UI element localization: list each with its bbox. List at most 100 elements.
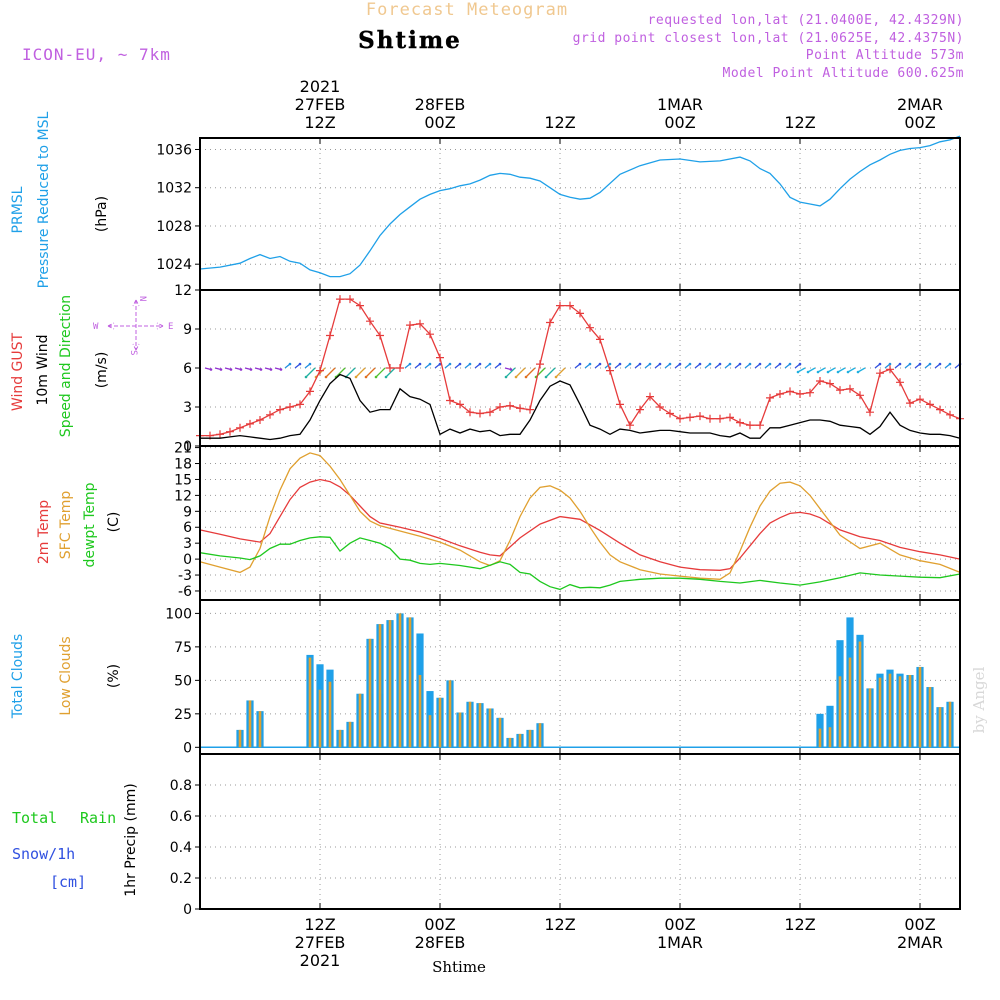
low-cloud-bar xyxy=(248,700,252,748)
gust-marker xyxy=(836,386,844,395)
gust-marker xyxy=(576,309,584,318)
wind-direction-label: Speed and Direction xyxy=(58,295,74,437)
model-altitude: Model Point Altitude 600.625m xyxy=(723,66,964,81)
wind-direction-arrowhead xyxy=(738,362,742,366)
rain-label: Rain xyxy=(80,809,116,827)
y-tick-label: 3 xyxy=(183,536,192,552)
point-altitude: Point Altitude 573m xyxy=(806,48,964,63)
precip-panel-labels: Total Rain Snow/1h [cm] 1hr Precip (mm) xyxy=(12,783,139,896)
wind-direction-arrowhead xyxy=(374,375,378,379)
wind-direction-arrowhead xyxy=(578,362,582,366)
wind-direction-arrowhead xyxy=(728,362,732,366)
y-tick-label: 0.4 xyxy=(170,840,192,856)
wind-direction-arrow xyxy=(817,367,826,373)
gust-marker xyxy=(416,319,424,328)
gust-marker xyxy=(906,399,914,408)
gust-marker xyxy=(776,390,784,398)
gust-marker xyxy=(246,419,254,428)
gust-marker xyxy=(466,408,474,417)
wind-direction-arrowhead xyxy=(648,362,652,366)
y-tick-label: 1036 xyxy=(156,142,192,158)
low-cloud-bar xyxy=(238,729,242,748)
gust-marker xyxy=(676,414,684,423)
y-tick-label: 0.2 xyxy=(170,871,192,887)
wind-direction-arrowhead xyxy=(554,375,558,379)
low-cloud-bar xyxy=(868,688,872,748)
bottom-time-label: 2021 xyxy=(300,951,341,970)
y-tick-label: 15 xyxy=(174,472,192,488)
bottom-time-label: 12Z xyxy=(784,915,815,934)
wind-direction-arrowhead xyxy=(658,362,662,366)
gust-marker xyxy=(946,410,954,419)
chart-title: Forecast Meteogram xyxy=(366,0,568,20)
wind-unit: (m/s) xyxy=(94,352,110,389)
prmsl-line xyxy=(199,135,961,278)
gust-marker xyxy=(546,318,554,327)
gust-marker xyxy=(396,364,404,372)
compass-east: E xyxy=(168,322,173,332)
total-clouds-label: Total Clouds xyxy=(10,634,26,719)
wind-gust-label: Wind GUST xyxy=(10,332,26,411)
bottom-time-label: 00Z xyxy=(664,915,695,934)
total-label: Total xyxy=(12,809,57,827)
low-cloud-bar xyxy=(918,666,922,748)
low-cloud-bar xyxy=(468,701,472,748)
gust-marker xyxy=(216,430,224,439)
wind-direction-arrowhead xyxy=(298,362,302,366)
low-cloud-bar xyxy=(438,697,442,748)
gust-marker xyxy=(636,405,644,414)
y-tick-label: 3 xyxy=(183,400,192,416)
y-tick-label: 25 xyxy=(174,707,192,723)
wind-direction-arrowhead xyxy=(504,375,508,379)
wind-direction-arrowhead xyxy=(758,362,762,366)
wind-direction-arrowhead xyxy=(478,362,482,366)
wind-panel: 0 3 6 9 12 xyxy=(174,283,964,455)
2m-temp-line xyxy=(199,478,961,571)
wind-direction-arrowhead xyxy=(816,370,820,374)
gust-marker xyxy=(526,405,534,414)
wind-direction-arrowhead xyxy=(856,370,860,374)
gust-marker xyxy=(696,412,704,421)
low-cloud-bar xyxy=(338,729,342,748)
low-cloud-bar xyxy=(458,712,462,748)
gust-marker xyxy=(936,405,944,414)
bottom-time-label: 12Z xyxy=(304,915,335,934)
y-tick-label: 9 xyxy=(183,504,192,520)
gust-marker xyxy=(366,317,374,326)
y-tick-label: 0 xyxy=(183,740,192,756)
wind-direction-arrowhead xyxy=(878,362,882,366)
top-time-label: 00Z xyxy=(904,113,935,132)
low-cloud-bar xyxy=(418,674,422,748)
y-tick-label: 0 xyxy=(183,439,192,455)
wind-direction-arrowhead xyxy=(384,375,388,379)
gust-marker xyxy=(626,421,634,430)
low-cloud-bar xyxy=(498,717,502,748)
y-tick-label: 1024 xyxy=(156,257,192,273)
low-cloud-bar xyxy=(908,674,912,748)
wind-direction-arrow xyxy=(797,367,806,373)
low-cloud-bar xyxy=(898,676,902,748)
wind-direction-arrow xyxy=(555,367,566,378)
location-name: Shtime xyxy=(358,27,462,54)
gust-marker xyxy=(276,405,284,414)
gust-marker xyxy=(596,335,604,344)
dewpt-temp-line xyxy=(199,536,961,591)
wind-direction-arrowhead xyxy=(938,362,942,366)
compass-south: S xyxy=(128,350,138,355)
low-cloud-bar xyxy=(308,657,312,748)
low-cloud-bar xyxy=(258,711,262,748)
top-time-label: 27FEB xyxy=(295,95,346,114)
wind-direction-arrowhead xyxy=(438,362,442,366)
low-cloud-bar xyxy=(878,677,882,748)
y-tick-label: 12 xyxy=(174,488,192,504)
gust-marker xyxy=(306,387,314,396)
bottom-time-label: 2MAR xyxy=(897,933,943,952)
gust-marker xyxy=(536,360,544,369)
gust-marker xyxy=(486,408,494,417)
y-tick-label: 100 xyxy=(165,606,192,622)
y-tick-label: 0.8 xyxy=(170,778,192,794)
temp-dewpt-label: dewpt Temp xyxy=(82,482,98,567)
wind-direction-arrowhead xyxy=(488,362,492,366)
wind-direction-arrowhead xyxy=(826,370,830,374)
